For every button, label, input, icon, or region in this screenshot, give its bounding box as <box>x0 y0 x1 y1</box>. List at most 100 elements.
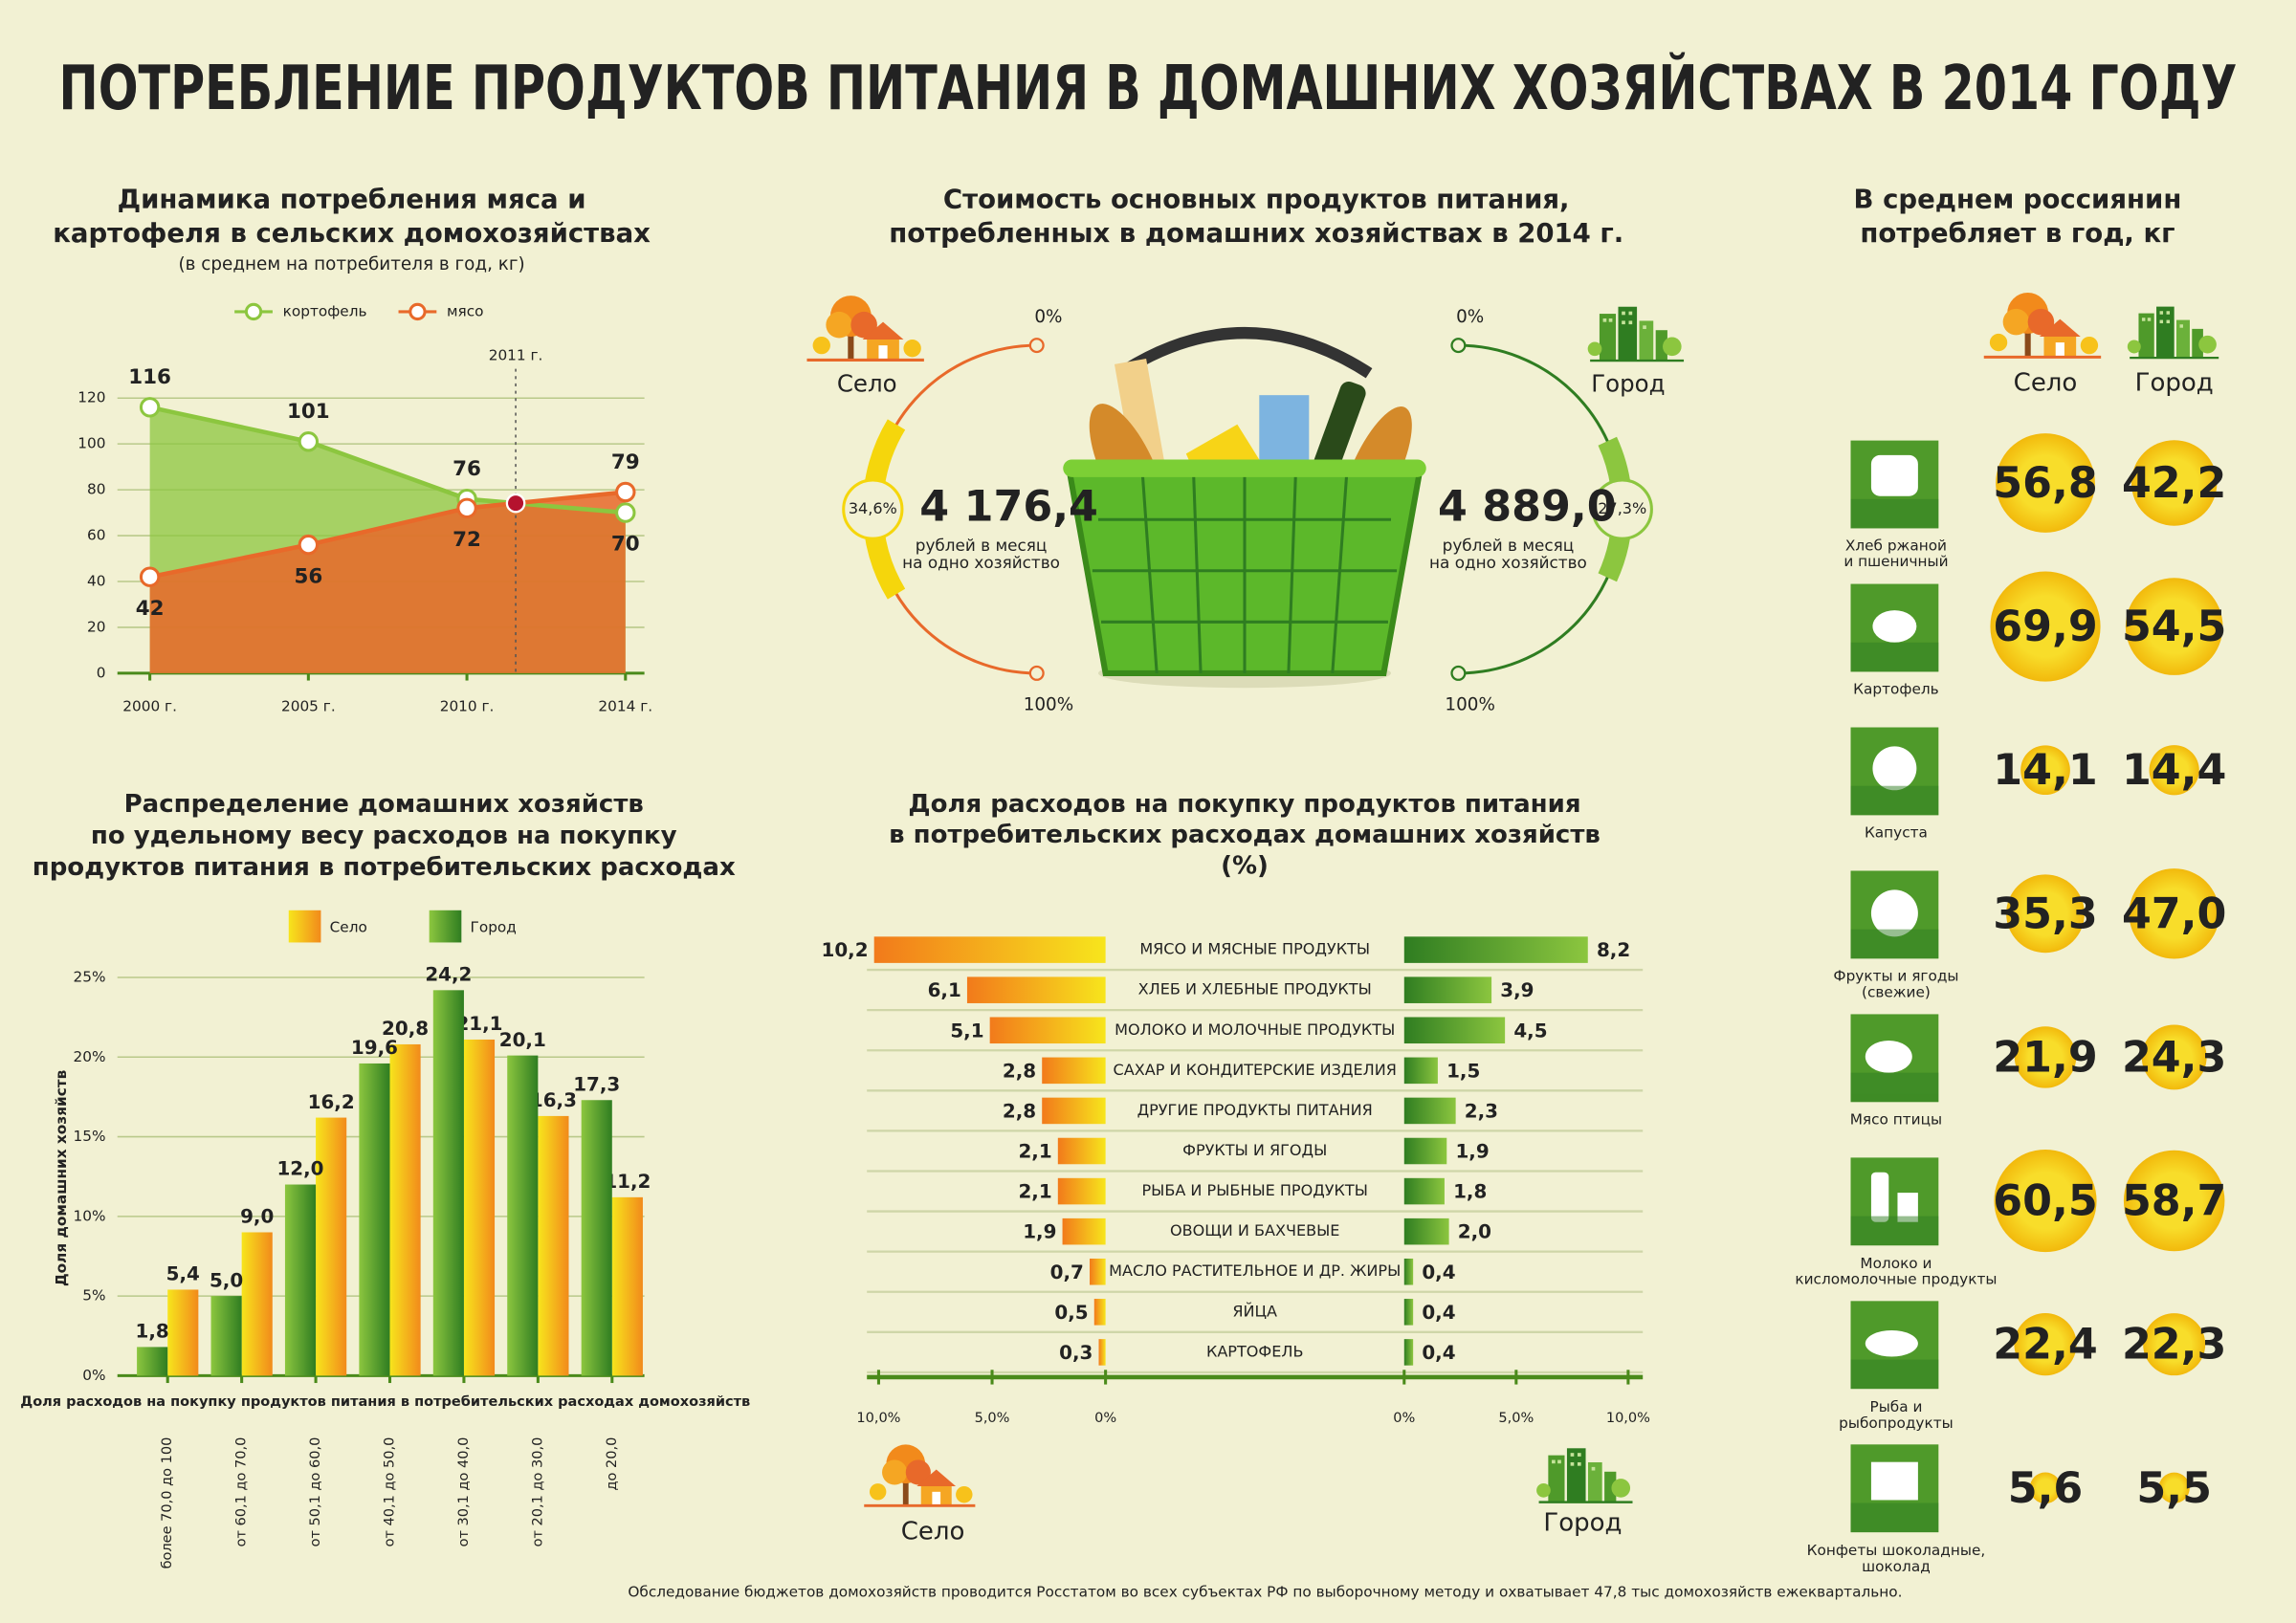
legend-swatch <box>429 910 462 943</box>
point <box>139 397 161 418</box>
bar <box>1042 1057 1106 1085</box>
bar <box>316 1117 347 1376</box>
bubble <box>1996 433 2095 533</box>
legend-label: кортофель <box>283 302 367 319</box>
bar <box>1098 1339 1106 1366</box>
y-tick-label: 25% <box>73 969 105 986</box>
y-tick-label: 0% <box>82 1367 105 1384</box>
category-label: МЯСО И МЯСНЫЕ ПРОДУКТЫ <box>1139 940 1370 958</box>
y-tick-label: 15% <box>73 1128 105 1145</box>
annotation: 2011 г. <box>489 346 543 363</box>
data-label: 24,3 <box>2122 1033 2226 1082</box>
data-label: 42,2 <box>2122 459 2226 508</box>
bar <box>1403 1177 1445 1205</box>
data-label: 5,5 <box>2136 1464 2212 1513</box>
y-tick-label: 20% <box>73 1048 105 1065</box>
y-tick-label: 20 <box>87 618 105 635</box>
bubble <box>2014 1313 2077 1376</box>
category-label: Рыба и <box>1869 1398 1922 1415</box>
data-label: 5,0 <box>210 1269 243 1291</box>
category-label: Картофель <box>1853 680 1939 697</box>
legend-label: Город <box>1543 1508 1622 1537</box>
bar <box>538 1115 569 1376</box>
category-label: рыбопродукты <box>1839 1415 1954 1432</box>
point <box>298 431 320 452</box>
data-label: 1,8 <box>136 1321 169 1343</box>
category-label: (свежие) <box>1862 983 1931 1000</box>
chart-title: в потребительских расходах домашних хозя… <box>889 821 1601 849</box>
data-label: 20,8 <box>382 1018 429 1040</box>
series-name: Город <box>1591 369 1665 397</box>
gauge-tick <box>1450 665 1467 681</box>
gauge-tick-label: 100% <box>1024 695 1074 715</box>
data-label: 10,2 <box>822 939 869 961</box>
data-label: 5,1 <box>950 1020 983 1042</box>
main-title: ПОТРЕБЛЕНИЕ ПРОДУКТОВ ПИТАНИЯ В ДОМАШНИХ… <box>59 52 2238 124</box>
data-label: 19,6 <box>351 1037 398 1059</box>
chart-title: потребленных в домашних хозяйствах в 201… <box>889 218 1623 249</box>
data-label: 2,0 <box>1458 1221 1491 1243</box>
chart-title: картофеля в сельских домохозяйствах <box>53 218 651 249</box>
bubble <box>2130 440 2218 526</box>
amount-caption: рублей в месяц <box>1443 536 1575 555</box>
gauge-tick <box>1028 665 1045 681</box>
bar <box>1093 1299 1106 1326</box>
chart-title: потребляет в год, кг <box>1860 218 2175 249</box>
legend-marker <box>408 302 427 321</box>
data-label: 0,3 <box>1059 1342 1093 1364</box>
bar <box>1062 1217 1106 1245</box>
data-label: 4,5 <box>1513 1020 1547 1042</box>
y-tick-label: 10% <box>73 1207 105 1224</box>
data-label: 3,9 <box>1500 979 1534 1001</box>
data-label: 60,5 <box>1993 1177 2097 1226</box>
gauge-tick-label: 100% <box>1445 695 1495 715</box>
data-label: 21,9 <box>1993 1033 2097 1082</box>
chart-title: Распределение домашних хозяйств <box>124 790 644 819</box>
data-label: 69,9 <box>1993 603 2097 651</box>
x-tick-label: 10,0% <box>1606 1411 1650 1426</box>
data-label: 1,9 <box>1023 1221 1056 1243</box>
data-label: 2,8 <box>1003 1100 1036 1122</box>
data-label: 8,2 <box>1597 939 1630 961</box>
line <box>149 405 626 515</box>
share-bubble <box>842 478 904 540</box>
data-label: 0,4 <box>1422 1302 1455 1324</box>
data-label: 14,1 <box>1993 746 2097 795</box>
y-tick-label: 120 <box>77 389 105 406</box>
footnote: Обследование бюджетов домохозяйств прово… <box>628 1583 1902 1600</box>
x-tick-label: от 50,1 до 60,0 <box>308 1437 323 1547</box>
data-label: 76 <box>453 457 481 481</box>
category-label: Капуста <box>1865 823 1928 841</box>
y-tick-label: 100 <box>77 435 105 452</box>
bubble <box>2123 1150 2225 1252</box>
category-label: КАРТОФЕЛЬ <box>1206 1342 1304 1360</box>
data-label: 0,5 <box>1054 1302 1088 1324</box>
crossing-point <box>505 493 526 514</box>
bar <box>1403 1339 1414 1366</box>
x-tick-label: от 60,1 до 70,0 <box>234 1437 250 1547</box>
basket-illustration <box>1063 327 1426 689</box>
data-label: 0,7 <box>1050 1261 1084 1283</box>
category-label: Хлеб ржаной <box>1845 537 1947 554</box>
product-icons <box>1850 440 1939 1533</box>
data-label: 1,9 <box>1455 1141 1489 1163</box>
x-tick-label: 0% <box>1094 1411 1116 1426</box>
bar <box>1057 1137 1106 1165</box>
bubble <box>2129 868 2219 959</box>
data-label: 2,3 <box>1465 1100 1498 1122</box>
data-label: 22,3 <box>2122 1321 2226 1370</box>
bar <box>1403 1299 1414 1326</box>
bar <box>167 1289 199 1376</box>
gauge-tick-label: 0% <box>1034 307 1062 327</box>
share-bubble <box>1591 478 1653 540</box>
bubble <box>2149 745 2199 796</box>
category-label: Молоко и <box>1860 1255 1932 1272</box>
data-label: 2,1 <box>1018 1141 1051 1163</box>
y-tick-label: 5% <box>82 1287 105 1305</box>
amount: 4 176,4 <box>919 483 1098 532</box>
bubble <box>2006 874 2085 954</box>
line <box>149 490 627 580</box>
category-label: МАСЛО РАСТИТЕЛЬНОЕ И ДР. ЖИРЫ <box>1109 1261 1401 1280</box>
amount-caption: на одно хозяйство <box>1429 553 1587 572</box>
chart-title: (%) <box>1221 851 1269 880</box>
